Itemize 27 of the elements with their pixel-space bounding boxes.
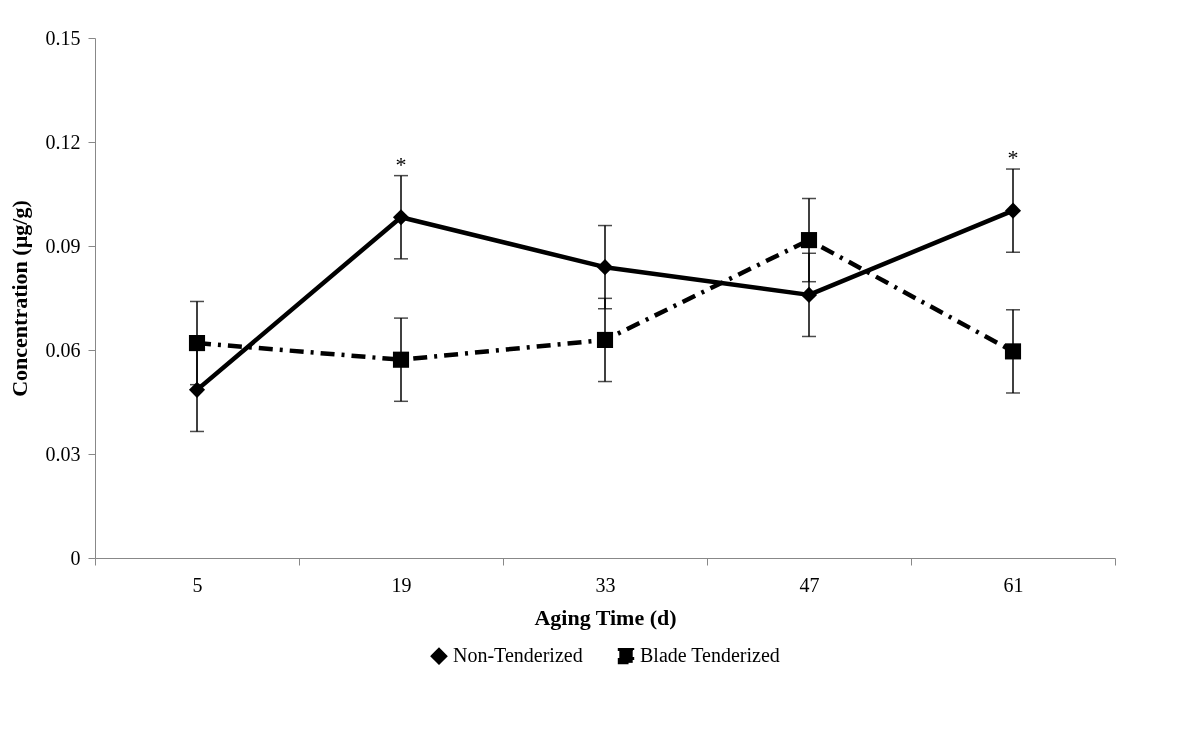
point bbox=[596, 331, 614, 349]
annotation: * bbox=[395, 151, 407, 177]
x-tick-label: 47 bbox=[799, 573, 820, 596]
point bbox=[1004, 343, 1022, 360]
point bbox=[596, 259, 614, 276]
y-tick-label: 0.09 bbox=[45, 234, 81, 257]
y-tick-label: 0.03 bbox=[45, 442, 81, 465]
x-tick-label: 61 bbox=[1003, 573, 1024, 596]
y-tick-label: 0.15 bbox=[45, 26, 81, 49]
y-tick-label: 0 bbox=[70, 546, 81, 569]
point bbox=[800, 232, 818, 249]
y-tick-label: 0.06 bbox=[45, 338, 81, 361]
x-tick-label: 5 bbox=[192, 573, 203, 596]
legend-label: Blade Tenderized bbox=[640, 644, 780, 667]
point bbox=[1004, 202, 1022, 219]
legend-label: Non-Tenderized bbox=[453, 644, 583, 667]
point bbox=[188, 335, 206, 352]
x-tick-label: 33 bbox=[595, 573, 616, 596]
x-tick-label: 19 bbox=[391, 573, 412, 596]
point bbox=[392, 351, 410, 368]
point bbox=[392, 209, 410, 226]
y-tick-label: 0.12 bbox=[45, 130, 81, 153]
y-axis-title: Concentration (µg/g) bbox=[6, 200, 32, 397]
point bbox=[800, 286, 818, 303]
point bbox=[188, 381, 206, 398]
x-axis-title: Aging Time (d) bbox=[534, 604, 677, 630]
annotation: * bbox=[1007, 144, 1019, 170]
